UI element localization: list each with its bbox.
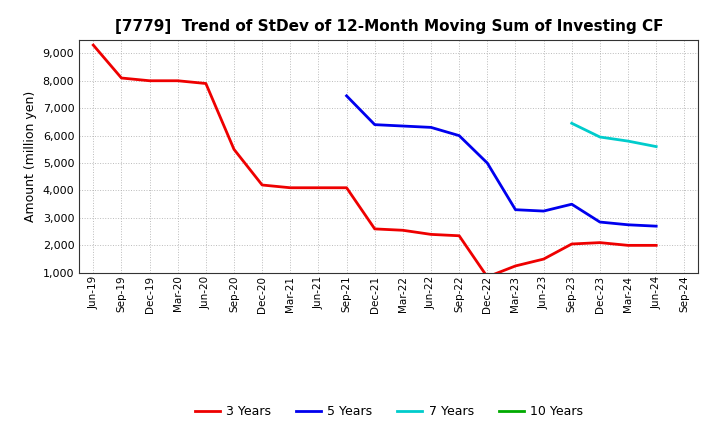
3 Years xyxy=(314,185,323,191)
5 Years xyxy=(595,220,604,225)
3 Years xyxy=(286,185,294,191)
3 Years xyxy=(117,75,126,81)
5 Years xyxy=(483,161,492,166)
5 Years xyxy=(427,125,436,130)
Legend: 3 Years, 5 Years, 7 Years, 10 Years: 3 Years, 5 Years, 7 Years, 10 Years xyxy=(189,400,588,423)
3 Years xyxy=(174,78,182,84)
5 Years xyxy=(399,123,408,128)
5 Years xyxy=(624,222,632,227)
Title: [7779]  Trend of StDev of 12-Month Moving Sum of Investing CF: [7779] Trend of StDev of 12-Month Moving… xyxy=(114,19,663,34)
Line: 5 Years: 5 Years xyxy=(346,96,656,226)
3 Years xyxy=(427,232,436,237)
7 Years xyxy=(624,139,632,144)
3 Years xyxy=(399,227,408,233)
3 Years xyxy=(483,274,492,279)
Line: 7 Years: 7 Years xyxy=(572,123,656,147)
5 Years xyxy=(455,133,464,138)
5 Years xyxy=(567,202,576,207)
3 Years xyxy=(342,185,351,191)
7 Years xyxy=(567,121,576,126)
3 Years xyxy=(595,240,604,245)
5 Years xyxy=(511,207,520,213)
3 Years xyxy=(624,243,632,248)
3 Years xyxy=(230,147,238,152)
5 Years xyxy=(370,122,379,127)
3 Years xyxy=(258,182,266,187)
3 Years xyxy=(652,243,660,248)
5 Years xyxy=(652,224,660,229)
5 Years xyxy=(342,93,351,99)
3 Years xyxy=(511,263,520,268)
3 Years xyxy=(567,242,576,247)
Y-axis label: Amount (million yen): Amount (million yen) xyxy=(24,91,37,222)
3 Years xyxy=(539,257,548,262)
7 Years xyxy=(652,144,660,149)
7 Years xyxy=(595,134,604,139)
5 Years xyxy=(539,209,548,214)
3 Years xyxy=(89,42,98,48)
Line: 3 Years: 3 Years xyxy=(94,45,656,277)
3 Years xyxy=(145,78,154,84)
3 Years xyxy=(455,233,464,238)
3 Years xyxy=(370,226,379,231)
3 Years xyxy=(202,81,210,86)
